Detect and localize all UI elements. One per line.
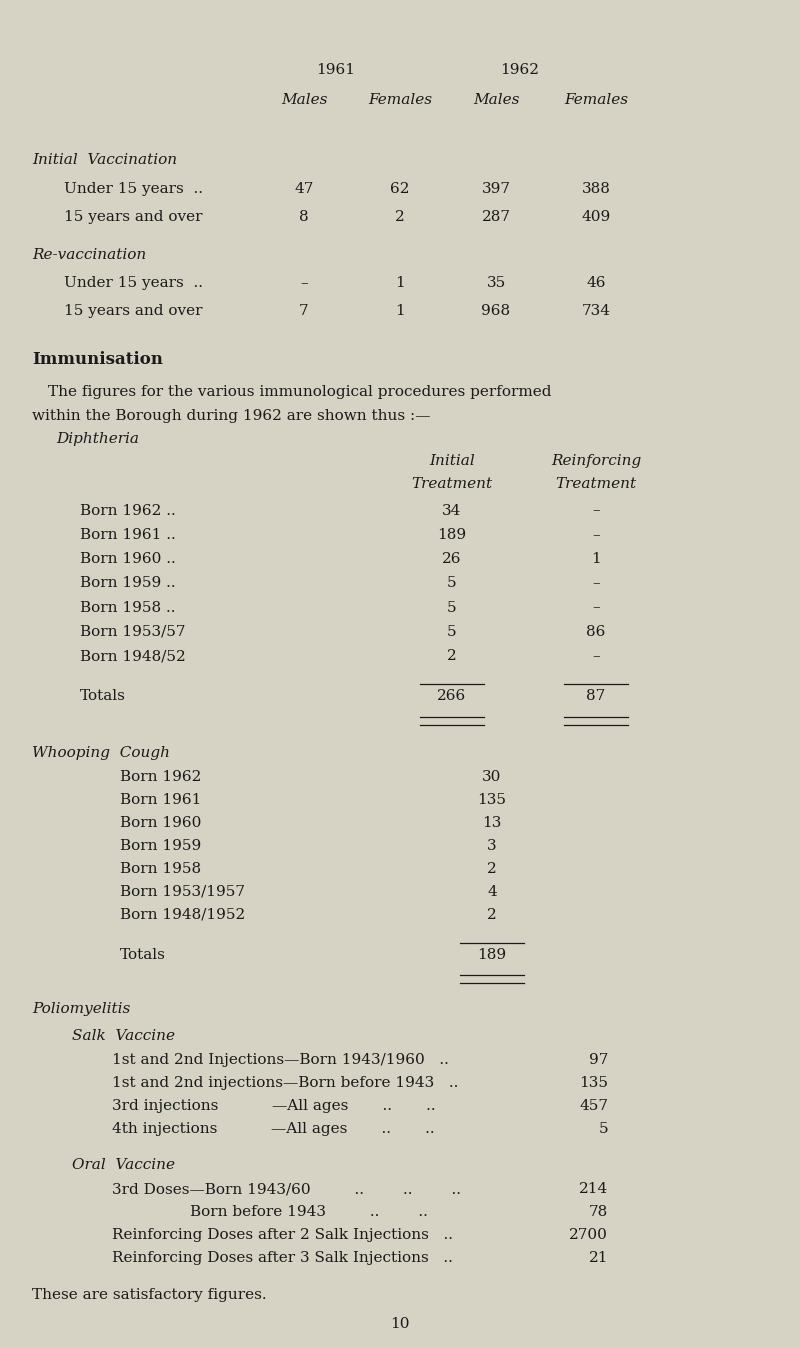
Text: Oral  Vaccine: Oral Vaccine — [72, 1158, 175, 1172]
Text: Born before 1943         ..        ..: Born before 1943 .. .. — [112, 1206, 428, 1219]
Text: –: – — [592, 504, 600, 517]
Text: Totals: Totals — [80, 690, 126, 703]
Text: Reinforcing Doses after 3 Salk Injections   ..: Reinforcing Doses after 3 Salk Injection… — [112, 1251, 453, 1265]
Text: Born 1962: Born 1962 — [120, 770, 202, 784]
Text: These are satisfactory figures.: These are satisfactory figures. — [32, 1288, 266, 1301]
Text: 1962: 1962 — [501, 63, 539, 77]
Text: 287: 287 — [482, 210, 510, 224]
Text: 135: 135 — [579, 1076, 608, 1090]
Text: 1961: 1961 — [317, 63, 355, 77]
Text: 62: 62 — [390, 182, 410, 195]
Text: 86: 86 — [586, 625, 606, 638]
Text: 968: 968 — [482, 304, 510, 318]
Text: 46: 46 — [586, 276, 606, 290]
Text: 21: 21 — [589, 1251, 608, 1265]
Text: –: – — [592, 528, 600, 541]
Text: Salk  Vaccine: Salk Vaccine — [72, 1029, 175, 1043]
Text: 26: 26 — [442, 552, 462, 566]
Text: Born 1953/57: Born 1953/57 — [80, 625, 186, 638]
Text: Born 1961 ..: Born 1961 .. — [80, 528, 176, 541]
Text: 135: 135 — [478, 793, 506, 807]
Text: Born 1948/1952: Born 1948/1952 — [120, 908, 246, 921]
Text: Born 1960 ..: Born 1960 .. — [80, 552, 176, 566]
Text: Whooping  Cough: Whooping Cough — [32, 746, 170, 760]
Text: within the Borough during 1962 are shown thus :—: within the Borough during 1962 are shown… — [32, 409, 430, 423]
Text: 35: 35 — [486, 276, 506, 290]
Text: 87: 87 — [586, 690, 606, 703]
Text: 2: 2 — [395, 210, 405, 224]
Text: –: – — [300, 276, 308, 290]
Text: 4: 4 — [487, 885, 497, 898]
Text: 2: 2 — [487, 908, 497, 921]
Text: 3: 3 — [487, 839, 497, 853]
Text: –: – — [592, 601, 600, 614]
Text: Born 1959: Born 1959 — [120, 839, 202, 853]
Text: Born 1958: Born 1958 — [120, 862, 201, 876]
Text: 2700: 2700 — [569, 1228, 608, 1242]
Text: Poliomyelitis: Poliomyelitis — [32, 1002, 130, 1016]
Text: Born 1959 ..: Born 1959 .. — [80, 577, 176, 590]
Text: Born 1958 ..: Born 1958 .. — [80, 601, 175, 614]
Text: 5: 5 — [447, 577, 457, 590]
Text: –: – — [592, 649, 600, 663]
Text: Born 1948/52: Born 1948/52 — [80, 649, 186, 663]
Text: Males: Males — [473, 93, 519, 106]
Text: 1st and 2nd Injections—Born 1943/1960   ..: 1st and 2nd Injections—Born 1943/1960 .. — [112, 1053, 449, 1067]
Text: 3rd Doses—Born 1943/60         ..        ..        ..: 3rd Doses—Born 1943/60 .. .. .. — [112, 1183, 461, 1196]
Text: 8: 8 — [299, 210, 309, 224]
Text: 409: 409 — [582, 210, 610, 224]
Text: 189: 189 — [478, 948, 506, 962]
Text: 78: 78 — [589, 1206, 608, 1219]
Text: 13: 13 — [482, 816, 502, 830]
Text: 15 years and over: 15 years and over — [64, 304, 202, 318]
Text: 5: 5 — [598, 1122, 608, 1136]
Text: Females: Females — [368, 93, 432, 106]
Text: 397: 397 — [482, 182, 510, 195]
Text: Initial  Vaccination: Initial Vaccination — [32, 154, 177, 167]
Text: 34: 34 — [442, 504, 462, 517]
Text: 10: 10 — [390, 1317, 410, 1331]
Text: Re-vaccination: Re-vaccination — [32, 248, 146, 261]
Text: 214: 214 — [578, 1183, 608, 1196]
Text: 2: 2 — [447, 649, 457, 663]
Text: 457: 457 — [579, 1099, 608, 1113]
Text: 97: 97 — [589, 1053, 608, 1067]
Text: Males: Males — [281, 93, 327, 106]
Text: 7: 7 — [299, 304, 309, 318]
Text: 388: 388 — [582, 182, 610, 195]
Text: Born 1961: Born 1961 — [120, 793, 202, 807]
Text: Reinforcing Doses after 2 Salk Injections   ..: Reinforcing Doses after 2 Salk Injection… — [112, 1228, 453, 1242]
Text: Under 15 years  ..: Under 15 years .. — [64, 276, 203, 290]
Text: Born 1960: Born 1960 — [120, 816, 202, 830]
Text: 734: 734 — [582, 304, 610, 318]
Text: Diphtheria: Diphtheria — [56, 432, 139, 446]
Text: –: – — [592, 577, 600, 590]
Text: 1: 1 — [395, 276, 405, 290]
Text: 189: 189 — [438, 528, 466, 541]
Text: 266: 266 — [438, 690, 466, 703]
Text: Immunisation: Immunisation — [32, 350, 163, 368]
Text: 3rd injections           —All ages       ..       ..: 3rd injections —All ages .. .. — [112, 1099, 436, 1113]
Text: 1st and 2nd injections—Born before 1943   ..: 1st and 2nd injections—Born before 1943 … — [112, 1076, 458, 1090]
Text: Initial: Initial — [429, 454, 475, 467]
Text: Under 15 years  ..: Under 15 years .. — [64, 182, 203, 195]
Text: Reinforcing: Reinforcing — [551, 454, 641, 467]
Text: 5: 5 — [447, 625, 457, 638]
Text: Treatment: Treatment — [411, 477, 493, 490]
Text: 4th injections           —All ages       ..       ..: 4th injections —All ages .. .. — [112, 1122, 434, 1136]
Text: Totals: Totals — [120, 948, 166, 962]
Text: 2: 2 — [487, 862, 497, 876]
Text: Treatment: Treatment — [555, 477, 637, 490]
Text: Females: Females — [564, 93, 628, 106]
Text: 1: 1 — [591, 552, 601, 566]
Text: 15 years and over: 15 years and over — [64, 210, 202, 224]
Text: 47: 47 — [294, 182, 314, 195]
Text: Born 1953/1957: Born 1953/1957 — [120, 885, 245, 898]
Text: 1: 1 — [395, 304, 405, 318]
Text: The figures for the various immunological procedures performed: The figures for the various immunologica… — [48, 385, 551, 399]
Text: 30: 30 — [482, 770, 502, 784]
Text: 5: 5 — [447, 601, 457, 614]
Text: Born 1962 ..: Born 1962 .. — [80, 504, 176, 517]
